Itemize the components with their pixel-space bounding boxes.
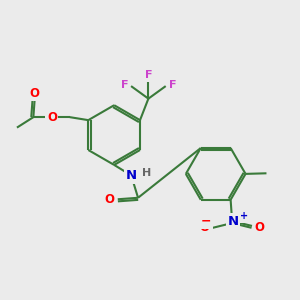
Text: O: O	[254, 221, 265, 234]
Text: F: F	[169, 80, 176, 90]
Text: O: O	[30, 87, 40, 100]
Text: F: F	[145, 70, 152, 80]
Text: N: N	[227, 215, 239, 228]
Text: O: O	[47, 111, 57, 124]
Text: F: F	[121, 80, 128, 90]
Text: H: H	[142, 168, 151, 178]
Text: −: −	[201, 215, 211, 228]
Text: +: +	[240, 212, 248, 221]
Text: O: O	[200, 221, 210, 234]
Text: N: N	[126, 169, 137, 182]
Text: O: O	[104, 193, 114, 206]
